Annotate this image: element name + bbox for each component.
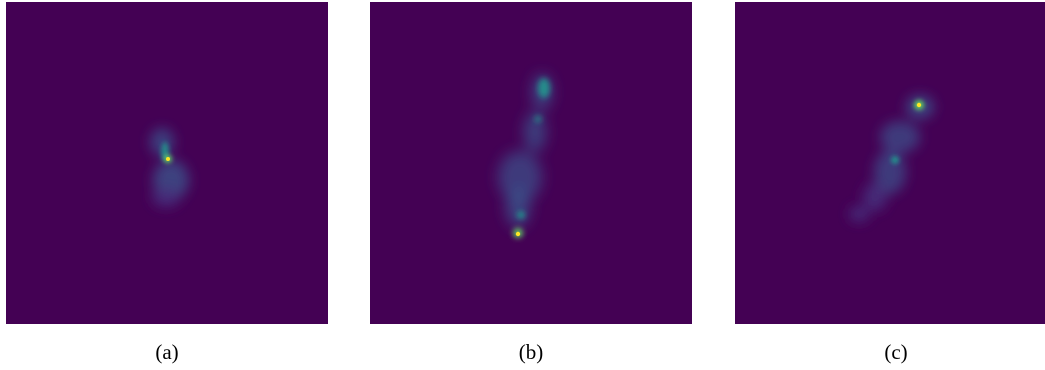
panel-caption-b: (b) <box>518 340 544 364</box>
peak-point-c <box>916 102 922 108</box>
heatmap-image-b <box>370 2 692 324</box>
heatmap-panel-a <box>6 2 328 324</box>
panel-caption-a: (a) <box>155 340 179 364</box>
panel-caption-c: (c) <box>884 340 908 364</box>
emission-cloud-b <box>498 74 552 227</box>
peak-point-a <box>166 157 170 161</box>
heatmap-panel-b <box>370 2 692 324</box>
heatmap-image-a <box>6 2 328 324</box>
peak-point-b <box>515 231 521 237</box>
heatmap-image-c <box>735 2 1045 324</box>
heatmap-panel-c <box>735 2 1045 324</box>
